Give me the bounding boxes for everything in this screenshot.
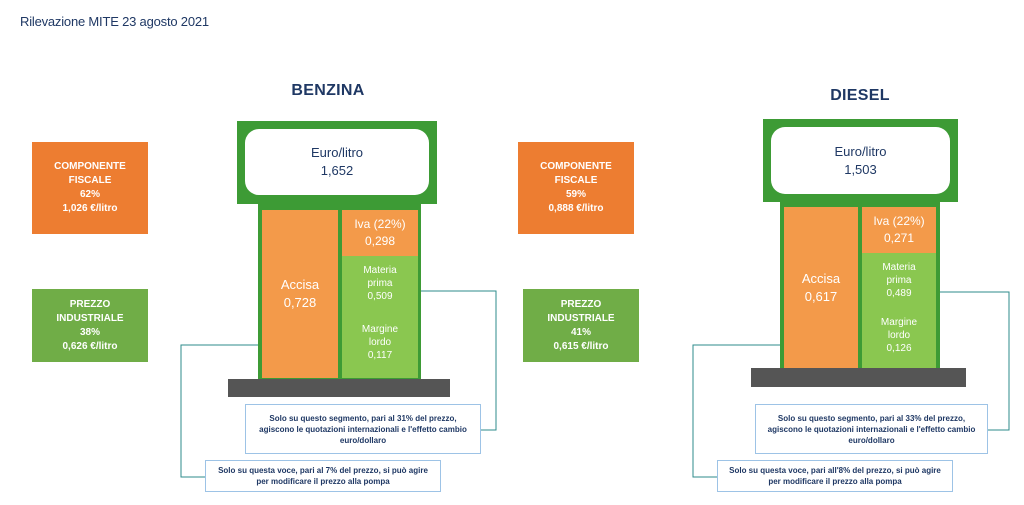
note-line-1: Solo su questo segmento, pari al 31% del…	[269, 413, 457, 423]
materia-label-1: Materia	[363, 265, 397, 276]
fiscal-value: 0,888 €/litro	[548, 203, 604, 214]
accisa-value: 0,728	[283, 295, 317, 310]
fiscal-label-1: COMPONENTE	[54, 161, 126, 172]
benzina-price-box: Euro/litro 1,652	[245, 129, 429, 195]
benzina-pump-base	[228, 379, 450, 397]
diesel-fiscal-box: COMPONENTE FISCALE 59% 0,888 €/litro	[518, 142, 634, 234]
accisa-value: 0,617	[804, 288, 838, 304]
benzina-heading: BENZINA	[291, 82, 365, 99]
diesel-iva-segment: Iva (22%) 0,271	[862, 207, 936, 253]
benzina-fiscal-box: COMPONENTE FISCALE 62% 1,026 €/litro	[32, 142, 148, 234]
industrial-pct: 38%	[79, 326, 100, 338]
note-line-1: Solo su questa voce, pari all'8% del pre…	[729, 466, 941, 475]
benzina-accisa-segment: Accisa 0,728	[262, 210, 338, 378]
note-line-2: per modificare il prezzo alla pompa	[768, 477, 902, 486]
margine-label-2: lordo	[368, 337, 392, 348]
iva-label: Iva (22%)	[873, 214, 925, 228]
materia-label-2: prima	[886, 275, 912, 286]
diesel-materia-connector	[912, 291, 1010, 431]
margine-label-2: lordo	[887, 330, 911, 341]
price-label: Euro/litro	[310, 145, 364, 160]
margine-value: 0,117	[367, 350, 393, 361]
diesel-industrial-segment: Materia prima 0,489 Margine lordo 0,126	[862, 253, 936, 368]
fiscal-label-2: FISCALE	[68, 175, 112, 186]
fiscal-label-1: COMPONENTE	[540, 161, 612, 172]
price-label: Euro/litro	[834, 143, 887, 159]
note-line-2: agiscono le quotazioni internazionali e …	[767, 424, 976, 434]
materia-value: 0,489	[886, 288, 912, 299]
iva-value: 0,298	[364, 234, 396, 248]
benzina-industrial-segment: Materia prima 0,509 Margine lordo 0,117	[342, 256, 418, 378]
industrial-label-1: PREZZO	[69, 298, 111, 310]
diesel-segment-note: Solo su questo segmento, pari al 33% del…	[755, 404, 988, 454]
diesel-heading: DIESEL	[830, 87, 890, 104]
price-value: 1,652	[320, 163, 354, 178]
materia-label-1: Materia	[882, 262, 916, 273]
fiscal-value: 1,026 €/litro	[62, 203, 118, 214]
fiscal-label-2: FISCALE	[554, 175, 598, 186]
accisa-label: Accisa	[801, 270, 841, 286]
note-line-2: per modificare il prezzo alla pompa	[256, 477, 390, 486]
fiscal-pct: 59%	[565, 189, 586, 200]
diesel-pump-base	[751, 368, 966, 387]
industrial-value: 0,615 €/litro	[553, 340, 609, 352]
materia-label-2: prima	[367, 278, 393, 289]
iva-value: 0,271	[883, 231, 915, 245]
diesel-voce-note: Solo su questa voce, pari all'8% del pre…	[717, 460, 953, 492]
margine-value: 0,126	[886, 343, 912, 354]
note-line-3: euro/dollaro	[339, 435, 387, 445]
industrial-label-2: INDUSTRIALE	[56, 312, 124, 324]
benzina-voce-note: Solo su questa voce, pari al 7% del prez…	[205, 460, 441, 492]
note-line-3: euro/dollaro	[848, 435, 895, 445]
industrial-pct: 41%	[570, 326, 591, 338]
note-line-2: agiscono le quotazioni internazionali e …	[259, 424, 467, 434]
industrial-value: 0,626 €/litro	[62, 340, 118, 352]
materia-value: 0,509	[367, 291, 393, 302]
diesel-accisa-segment: Accisa 0,617	[784, 207, 858, 368]
accisa-label: Accisa	[280, 277, 320, 292]
note-line-1: Solo su questo segmento, pari al 33% del…	[777, 413, 966, 423]
industrial-label-2: INDUSTRIALE	[547, 312, 615, 324]
benzina-segment-note: Solo su questo segmento, pari al 31% del…	[245, 404, 481, 454]
note-line-1: Solo su questa voce, pari al 7% del prez…	[218, 466, 428, 475]
fiscal-pct: 62%	[79, 189, 100, 200]
diesel-price-box: Euro/litro 1,503	[771, 127, 950, 194]
iva-label: Iva (22%)	[354, 217, 406, 231]
benzina-materia-connector	[398, 290, 497, 431]
diesel-industrial-box: PREZZO INDUSTRIALE 41% 0,615 €/litro	[523, 289, 639, 362]
price-value: 1,503	[844, 161, 877, 177]
benzina-industrial-box: PREZZO INDUSTRIALE 38% 0,626 €/litro	[32, 289, 148, 362]
benzina-iva-segment: Iva (22%) 0,298	[342, 210, 418, 256]
page-title: Rilevazione MITE 23 agosto 2021	[20, 14, 209, 29]
industrial-label-1: PREZZO	[560, 298, 602, 310]
margine-label-1: Margine	[361, 324, 399, 335]
margine-label-1: Margine	[880, 317, 918, 328]
